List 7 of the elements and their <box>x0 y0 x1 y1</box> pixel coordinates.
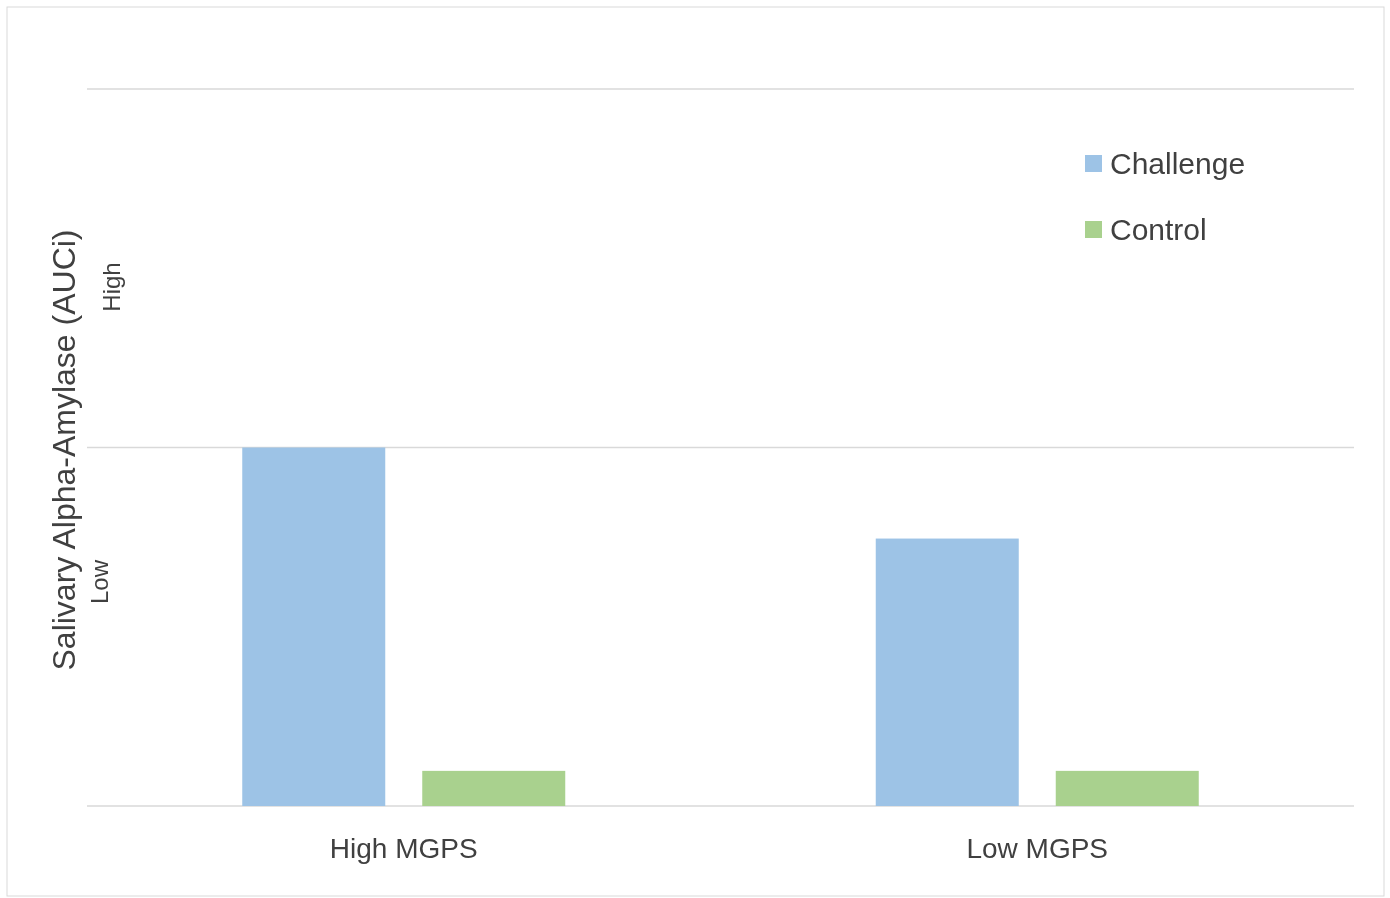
legend-label: Challenge <box>1110 147 1246 180</box>
x-tick-label: High MGPS <box>329 833 478 864</box>
text: High <box>98 262 125 312</box>
y-axis-title: Salivary Alpha-Amylase (AUCi) <box>46 229 82 671</box>
x-tick-label: Low MGPS <box>966 833 1109 864</box>
legend-label: Control <box>1110 213 1207 246</box>
annotation: Low <box>86 559 113 605</box>
